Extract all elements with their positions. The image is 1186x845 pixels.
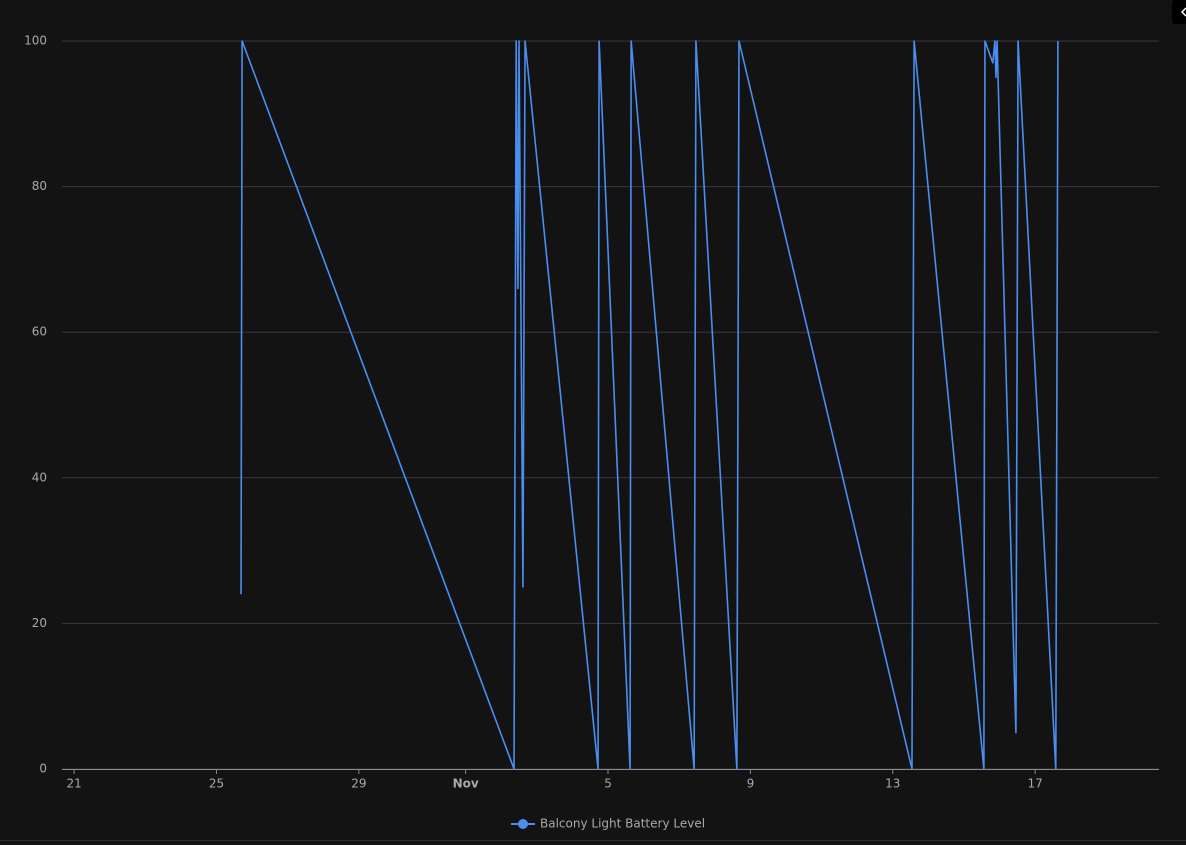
series-line — [240, 40, 1059, 770]
y-tick-label: 40 — [32, 470, 47, 484]
y-tick-label: 80 — [32, 179, 47, 193]
y-tick-label: 60 — [32, 325, 47, 339]
toggle-icon — [1180, 7, 1186, 17]
x-tick-label: 9 — [747, 777, 755, 791]
x-tick-label: 21 — [66, 777, 81, 791]
x-tick-label: 29 — [351, 777, 366, 791]
y-tick-label: 100 — [24, 34, 47, 48]
legend-label: Balcony Light Battery Level — [540, 817, 705, 831]
panel-toggle[interactable] — [1172, 0, 1186, 24]
x-tick-label: 13 — [885, 777, 900, 791]
x-tick-label: 25 — [209, 777, 224, 791]
y-tick-label: 20 — [32, 616, 47, 630]
x-tick-label: 5 — [604, 777, 612, 791]
legend-marker — [518, 819, 528, 829]
x-tick-label: 17 — [1027, 777, 1042, 791]
x-tick-label: Nov — [453, 777, 479, 791]
y-tick-label: 0 — [39, 762, 47, 776]
